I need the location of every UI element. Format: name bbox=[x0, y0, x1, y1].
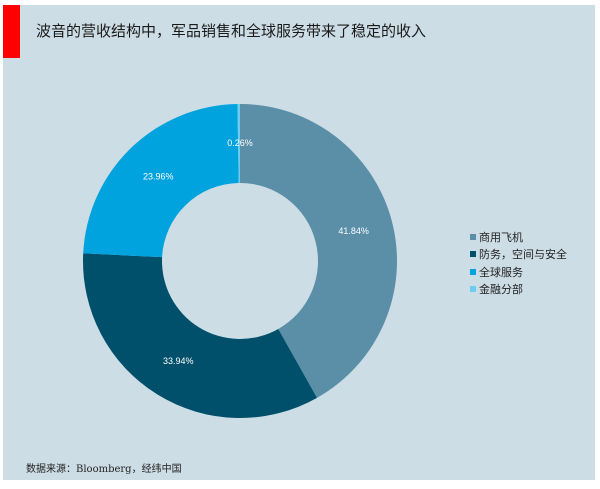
legend-swatch bbox=[470, 286, 476, 293]
legend-swatch bbox=[470, 268, 476, 275]
legend-label: 商用飞机 bbox=[479, 230, 523, 244]
legend-label: 全球服务 bbox=[479, 265, 523, 279]
legend-swatch bbox=[470, 251, 476, 258]
legend-item: 防务，空间与安全 bbox=[470, 246, 567, 264]
chart-title: 波音的营收结构中，军品销售和全球服务带来了稳定的收入 bbox=[36, 22, 427, 40]
legend-label: 防务，空间与安全 bbox=[479, 248, 567, 262]
donut-slice bbox=[83, 253, 318, 418]
donut-slice bbox=[240, 104, 397, 398]
legend-item: 金融分部 bbox=[470, 281, 567, 299]
data-label: 0.26% bbox=[227, 138, 253, 148]
legend-item: 商用飞机 bbox=[470, 228, 567, 246]
legend-item: 全球服务 bbox=[470, 263, 567, 281]
legend-label: 金融分部 bbox=[479, 283, 523, 297]
data-label: 23.96% bbox=[143, 172, 174, 182]
donut-slice bbox=[237, 104, 240, 184]
legend-swatch bbox=[470, 233, 476, 240]
legend: 商用飞机防务，空间与安全 全球服务金融分部 bbox=[470, 228, 567, 298]
donut-slice bbox=[83, 104, 239, 258]
title-accent-bar bbox=[3, 5, 20, 58]
data-label: 41.84% bbox=[338, 226, 369, 236]
data-label: 33.94% bbox=[163, 356, 194, 366]
source-note: 数据来源：Bloomberg，经纬中国 bbox=[26, 464, 182, 475]
